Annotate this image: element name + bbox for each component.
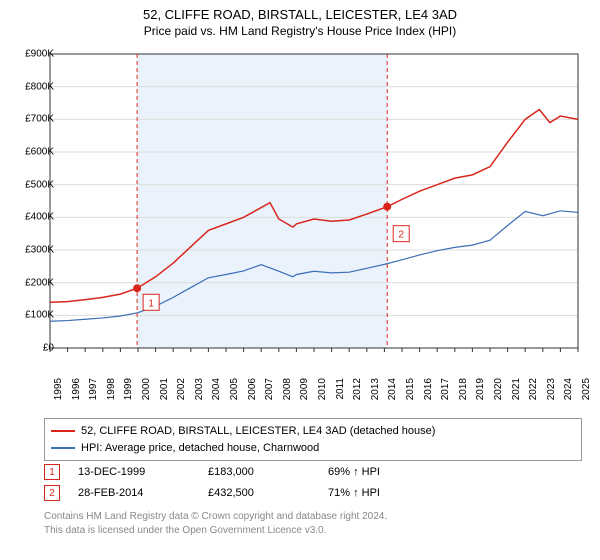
y-axis-label: £600K xyxy=(25,147,54,158)
x-axis-label: 1996 xyxy=(71,378,82,400)
x-axis-label: 2005 xyxy=(229,378,240,400)
x-axis-label: 2003 xyxy=(194,378,205,400)
legend-label: 52, CLIFFE ROAD, BIRSTALL, LEICESTER, LE… xyxy=(81,423,435,440)
x-axis-label: 2012 xyxy=(352,378,363,400)
x-axis-label: 2010 xyxy=(317,378,328,400)
y-axis-label: £800K xyxy=(25,81,54,92)
legend: 52, CLIFFE ROAD, BIRSTALL, LEICESTER, LE… xyxy=(44,418,582,461)
x-axis-label: 1997 xyxy=(88,378,99,400)
x-axis-label: 2019 xyxy=(475,378,486,400)
sale-pct: 69% ↑ HPI xyxy=(328,462,448,483)
y-axis-label: £400K xyxy=(25,212,54,223)
x-axis-label: 1995 xyxy=(53,378,64,400)
x-axis-label: 1998 xyxy=(106,378,117,400)
y-axis-label: £900K xyxy=(25,49,54,60)
legend-item-property: 52, CLIFFE ROAD, BIRSTALL, LEICESTER, LE… xyxy=(51,423,575,440)
footnote: Contains HM Land Registry data © Crown c… xyxy=(44,510,387,537)
x-axis-label: 2009 xyxy=(299,378,310,400)
x-axis-label: 2014 xyxy=(387,378,398,400)
svg-text:1: 1 xyxy=(148,298,154,309)
legend-item-hpi: HPI: Average price, detached house, Char… xyxy=(51,440,575,457)
x-axis-label: 1999 xyxy=(123,378,134,400)
line-chart: 12 xyxy=(44,50,584,380)
y-axis-label: £0 xyxy=(43,343,54,354)
sale-date: 28-FEB-2014 xyxy=(78,483,208,504)
x-axis-label: 2001 xyxy=(159,378,170,400)
legend-label: HPI: Average price, detached house, Char… xyxy=(81,440,319,457)
footnote-line: Contains HM Land Registry data © Crown c… xyxy=(44,510,387,524)
x-axis-label: 2000 xyxy=(141,378,152,400)
sale-price: £432,500 xyxy=(208,483,328,504)
x-axis-label: 2002 xyxy=(176,378,187,400)
svg-text:2: 2 xyxy=(398,230,404,241)
table-row: 1 13-DEC-1999 £183,000 69% ↑ HPI xyxy=(44,462,448,483)
y-axis-label: £700K xyxy=(25,114,54,125)
y-axis-label: £300K xyxy=(25,245,54,256)
chart-area: 12 xyxy=(44,50,584,380)
x-axis-label: 2007 xyxy=(264,378,275,400)
x-axis-label: 2006 xyxy=(247,378,258,400)
x-axis-label: 2004 xyxy=(211,378,222,400)
marker-badge: 1 xyxy=(44,464,60,480)
legend-swatch xyxy=(51,430,75,432)
table-row: 2 28-FEB-2014 £432,500 71% ↑ HPI xyxy=(44,483,448,504)
x-axis-label: 2017 xyxy=(440,378,451,400)
x-axis-label: 2018 xyxy=(458,378,469,400)
page-subtitle: Price paid vs. HM Land Registry's House … xyxy=(0,24,600,42)
legend-swatch xyxy=(51,447,75,449)
x-axis-label: 2022 xyxy=(528,378,539,400)
x-axis-label: 2023 xyxy=(546,378,557,400)
x-axis-label: 2011 xyxy=(335,378,346,400)
x-axis-label: 2021 xyxy=(511,378,522,400)
x-axis-label: 2020 xyxy=(493,378,504,400)
sale-price: £183,000 xyxy=(208,462,328,483)
sales-table: 1 13-DEC-1999 £183,000 69% ↑ HPI 2 28-FE… xyxy=(44,462,448,504)
x-axis-label: 2016 xyxy=(423,378,434,400)
sale-pct: 71% ↑ HPI xyxy=(328,483,448,504)
y-axis-label: £200K xyxy=(25,277,54,288)
x-axis-label: 2025 xyxy=(581,378,592,400)
page-title: 52, CLIFFE ROAD, BIRSTALL, LEICESTER, LE… xyxy=(0,0,600,24)
x-axis-label: 2024 xyxy=(563,378,574,400)
x-axis-label: 2015 xyxy=(405,378,416,400)
y-axis-label: £500K xyxy=(25,179,54,190)
x-axis-label: 2008 xyxy=(282,378,293,400)
x-axis-label: 2013 xyxy=(370,378,381,400)
footnote-line: This data is licensed under the Open Gov… xyxy=(44,524,387,538)
y-axis-label: £100K xyxy=(25,310,54,321)
marker-badge: 2 xyxy=(44,485,60,501)
sale-date: 13-DEC-1999 xyxy=(78,462,208,483)
